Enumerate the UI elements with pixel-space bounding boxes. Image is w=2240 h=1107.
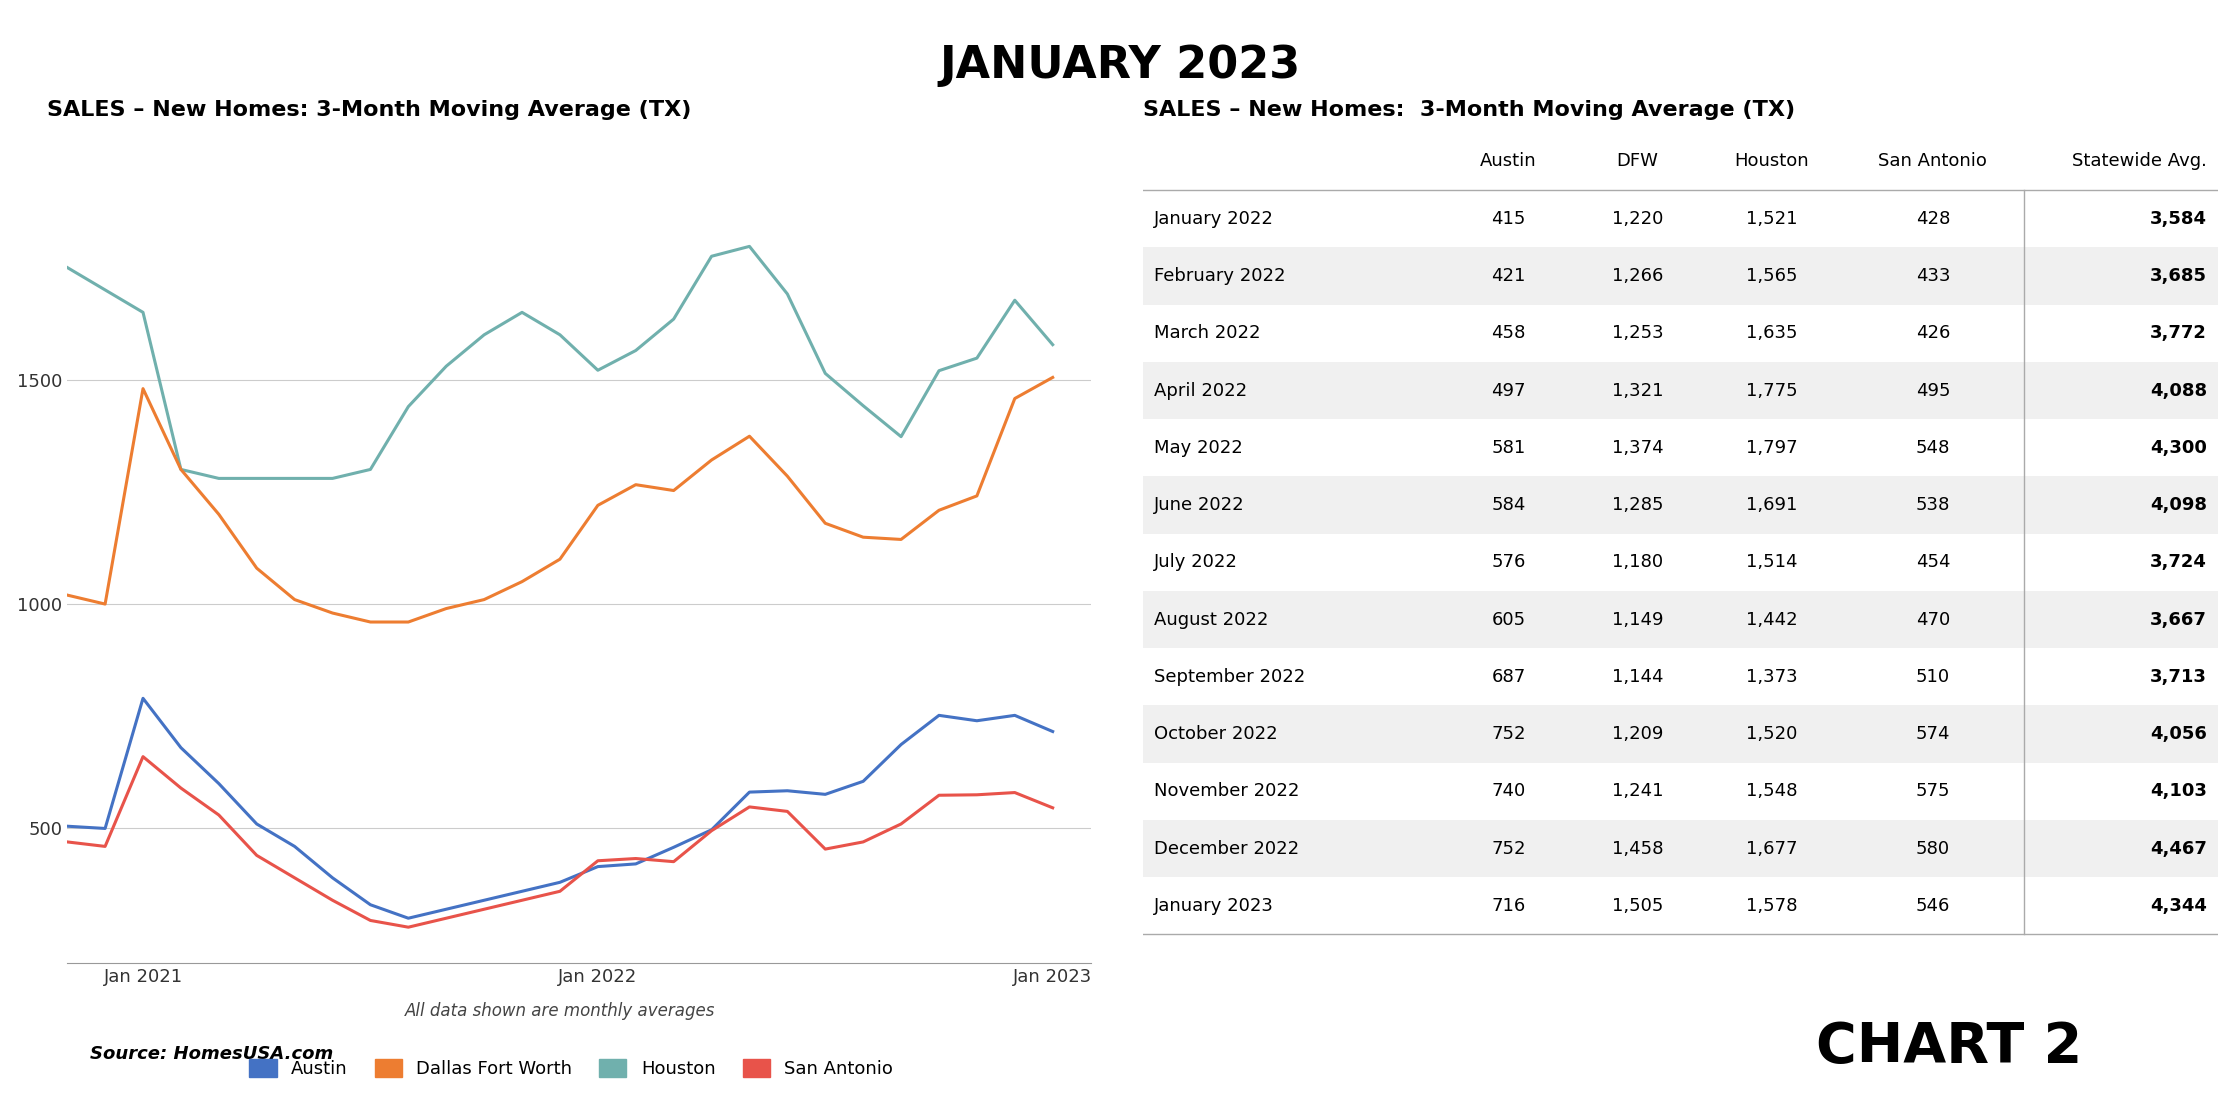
Text: SALES – New Homes:  3-Month Moving Average (TX): SALES – New Homes: 3-Month Moving Averag… (1142, 100, 1794, 121)
Text: 1,775: 1,775 (1745, 382, 1796, 400)
Text: 1,180: 1,180 (1613, 554, 1662, 571)
Text: 470: 470 (1915, 611, 1951, 629)
Text: 426: 426 (1915, 324, 1951, 342)
Text: 454: 454 (1915, 554, 1951, 571)
Text: Austin: Austin (1481, 153, 1537, 170)
Text: 510: 510 (1915, 668, 1949, 686)
Text: 4,098: 4,098 (2150, 496, 2206, 514)
Text: 4,300: 4,300 (2150, 438, 2206, 457)
Text: 1,220: 1,220 (1611, 209, 1662, 228)
Text: 752: 752 (1492, 725, 1525, 743)
Text: 3,772: 3,772 (2150, 324, 2206, 342)
FancyBboxPatch shape (1142, 705, 2218, 763)
Text: 576: 576 (1492, 554, 1525, 571)
Text: 1,149: 1,149 (1611, 611, 1662, 629)
Text: DFW: DFW (1617, 153, 1658, 170)
FancyBboxPatch shape (1142, 476, 2218, 534)
Text: 4,103: 4,103 (2150, 783, 2206, 800)
Text: 1,373: 1,373 (1745, 668, 1796, 686)
Text: JANUARY 2023: JANUARY 2023 (939, 44, 1301, 87)
Text: January 2022: January 2022 (1154, 209, 1275, 228)
Text: April 2022: April 2022 (1154, 382, 1248, 400)
Text: 1,321: 1,321 (1611, 382, 1662, 400)
Legend: Austin, Dallas Fort Worth, Houston, San Antonio: Austin, Dallas Fort Worth, Houston, San … (240, 1049, 903, 1087)
Text: 497: 497 (1492, 382, 1525, 400)
Text: 584: 584 (1492, 496, 1525, 514)
Text: September 2022: September 2022 (1154, 668, 1306, 686)
Text: 1,520: 1,520 (1745, 725, 1796, 743)
Text: 458: 458 (1492, 324, 1525, 342)
Text: 538: 538 (1915, 496, 1951, 514)
Text: December 2022: December 2022 (1154, 839, 1299, 858)
Text: 1,514: 1,514 (1745, 554, 1796, 571)
Text: 1,677: 1,677 (1745, 839, 1796, 858)
Text: 3,584: 3,584 (2150, 209, 2206, 228)
Text: 687: 687 (1492, 668, 1525, 686)
Text: 581: 581 (1492, 438, 1525, 457)
Text: 4,088: 4,088 (2150, 382, 2206, 400)
Text: 580: 580 (1915, 839, 1949, 858)
Text: 1,505: 1,505 (1611, 897, 1662, 914)
Text: SALES – New Homes: 3-Month Moving Average (TX): SALES – New Homes: 3-Month Moving Averag… (47, 100, 692, 121)
Text: 495: 495 (1915, 382, 1951, 400)
Text: 433: 433 (1915, 267, 1951, 284)
Text: 1,442: 1,442 (1745, 611, 1796, 629)
Text: 415: 415 (1492, 209, 1525, 228)
Text: 428: 428 (1915, 209, 1951, 228)
Text: 1,266: 1,266 (1611, 267, 1662, 284)
Text: 605: 605 (1492, 611, 1525, 629)
Text: 574: 574 (1915, 725, 1951, 743)
Text: All data shown are monthly averages: All data shown are monthly averages (405, 1002, 715, 1020)
Text: Statewide Avg.: Statewide Avg. (2072, 153, 2206, 170)
Text: 1,578: 1,578 (1745, 897, 1796, 914)
Text: 3,724: 3,724 (2150, 554, 2206, 571)
Text: 421: 421 (1492, 267, 1525, 284)
Text: 716: 716 (1492, 897, 1525, 914)
Text: August 2022: August 2022 (1154, 611, 1268, 629)
Text: 3,667: 3,667 (2150, 611, 2206, 629)
Text: 1,144: 1,144 (1611, 668, 1662, 686)
FancyBboxPatch shape (1142, 820, 2218, 877)
Text: 1,548: 1,548 (1745, 783, 1796, 800)
Text: Source: HomesUSA.com: Source: HomesUSA.com (90, 1045, 334, 1063)
Text: 1,458: 1,458 (1611, 839, 1662, 858)
Text: Houston: Houston (1734, 153, 1810, 170)
Text: 4,056: 4,056 (2150, 725, 2206, 743)
Text: 1,241: 1,241 (1611, 783, 1662, 800)
Text: 546: 546 (1915, 897, 1951, 914)
Text: 4,467: 4,467 (2150, 839, 2206, 858)
Text: 1,209: 1,209 (1611, 725, 1662, 743)
Text: November 2022: November 2022 (1154, 783, 1299, 800)
Text: January 2023: January 2023 (1154, 897, 1275, 914)
Text: July 2022: July 2022 (1154, 554, 1239, 571)
Text: 1,521: 1,521 (1745, 209, 1796, 228)
Text: 548: 548 (1915, 438, 1951, 457)
Text: 752: 752 (1492, 839, 1525, 858)
FancyBboxPatch shape (1142, 362, 2218, 420)
Text: February 2022: February 2022 (1154, 267, 1286, 284)
Text: 4,344: 4,344 (2150, 897, 2206, 914)
Text: 575: 575 (1915, 783, 1951, 800)
FancyBboxPatch shape (1142, 247, 2218, 304)
Text: 1,797: 1,797 (1745, 438, 1796, 457)
Text: 1,635: 1,635 (1745, 324, 1796, 342)
Text: San Antonio: San Antonio (1879, 153, 1987, 170)
Text: 3,685: 3,685 (2150, 267, 2206, 284)
Text: 1,253: 1,253 (1611, 324, 1662, 342)
Text: June 2022: June 2022 (1154, 496, 1245, 514)
Text: 1,285: 1,285 (1611, 496, 1662, 514)
Text: 1,691: 1,691 (1745, 496, 1796, 514)
FancyBboxPatch shape (1142, 591, 2218, 649)
Text: 1,374: 1,374 (1611, 438, 1662, 457)
Text: March 2022: March 2022 (1154, 324, 1261, 342)
Text: 740: 740 (1492, 783, 1525, 800)
Text: 1,565: 1,565 (1745, 267, 1796, 284)
Text: October 2022: October 2022 (1154, 725, 1277, 743)
Text: May 2022: May 2022 (1154, 438, 1243, 457)
Text: CHART 2: CHART 2 (1817, 1020, 2081, 1074)
Text: 3,713: 3,713 (2150, 668, 2206, 686)
